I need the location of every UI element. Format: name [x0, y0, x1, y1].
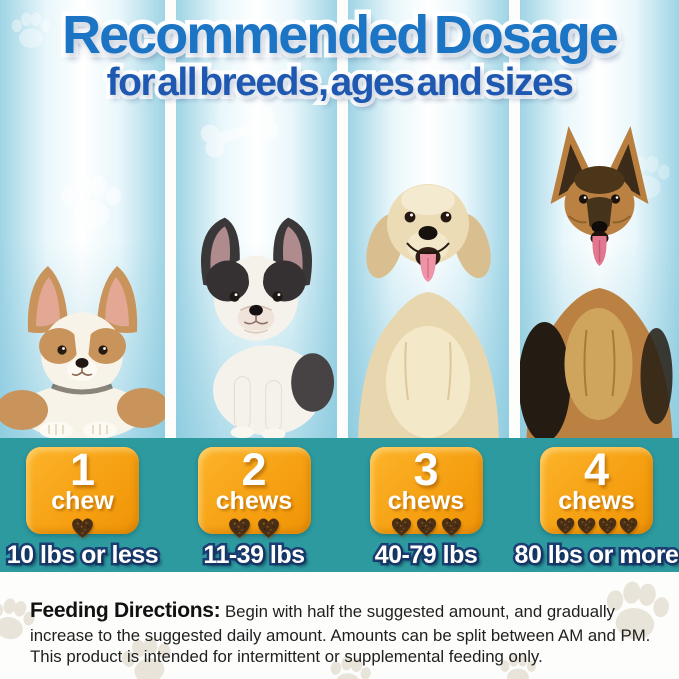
dose-unit-label: chews — [558, 487, 635, 516]
dose-count: 2 — [241, 444, 267, 495]
dose-badge-1: 1 chew — [26, 447, 139, 534]
golden-retriever-illustration — [358, 184, 499, 438]
dose-count: 4 — [583, 444, 610, 495]
corgi-puppy-illustration — [0, 266, 165, 438]
heart-chew-icon — [255, 515, 282, 540]
chew-icons — [555, 515, 639, 536]
heart-chew-icon — [414, 515, 439, 538]
german-shepherd-illustration — [520, 126, 673, 438]
feeding-directions-body: Begin with half the suggested amount, an… — [30, 602, 651, 666]
heart-chew-icon — [69, 515, 96, 540]
dose-badge-3: 3 chews — [369, 444, 483, 534]
paw-print-icon — [56, 166, 126, 236]
heart-chew-icon — [439, 515, 464, 538]
top-section: Recommended Dosage for all breeds, ages … — [0, 0, 679, 438]
feeding-directions-label: Feeding Directions: — [30, 599, 221, 622]
chew-icons — [389, 515, 464, 538]
dose-count: 3 — [413, 444, 439, 495]
dosage-column-1: 1 chew 10 lbs or less — [0, 447, 165, 570]
dose-badge-2: 2 chews — [197, 444, 311, 534]
dosage-column-4: 4 chews 80 lbs or more — [514, 447, 679, 570]
heart-chew-icon — [575, 515, 598, 536]
dosage-band: 1 chew 10 lbs or less 2 chews 11-39 lbs — [0, 438, 679, 572]
bone-icon — [190, 99, 290, 165]
heart-chew-icon — [596, 515, 619, 536]
heart-chew-icon — [389, 515, 414, 538]
weight-range-label: 10 lbs or less — [7, 541, 159, 570]
dose-count: 1 — [69, 444, 96, 495]
page-title: Recommended Dosage — [0, 8, 679, 62]
dosage-column-3: 3 chews 40-79 lbs — [343, 447, 509, 570]
dose-badge-4: 4 chews — [540, 447, 653, 534]
heart-chew-icon — [226, 515, 253, 540]
page-subtitle: for all breeds, ages and sizes — [0, 63, 679, 102]
feeding-directions-text: Feeding Directions: Begin with half the … — [30, 598, 657, 667]
french-bulldog-puppy-illustration — [200, 217, 335, 438]
dosage-column-2: 2 chews 11-39 lbs — [171, 447, 337, 570]
dose-unit-label: chews — [215, 487, 293, 516]
dose-unit-label: chew — [51, 487, 114, 516]
weight-range-label: 11-39 lbs — [203, 541, 305, 570]
title-block: Recommended Dosage for all breeds, ages … — [0, 8, 679, 102]
dose-unit-label: chews — [387, 487, 465, 516]
chew-icons — [225, 515, 283, 540]
weight-range-label: 40-79 lbs — [375, 541, 478, 570]
feeding-directions-section: Feeding Directions: Begin with half the … — [0, 572, 679, 679]
chew-icons — [68, 515, 97, 540]
heart-chew-icon — [617, 515, 640, 536]
weight-range-label: 80 lbs or more — [515, 541, 679, 570]
heart-chew-icon — [554, 515, 577, 536]
